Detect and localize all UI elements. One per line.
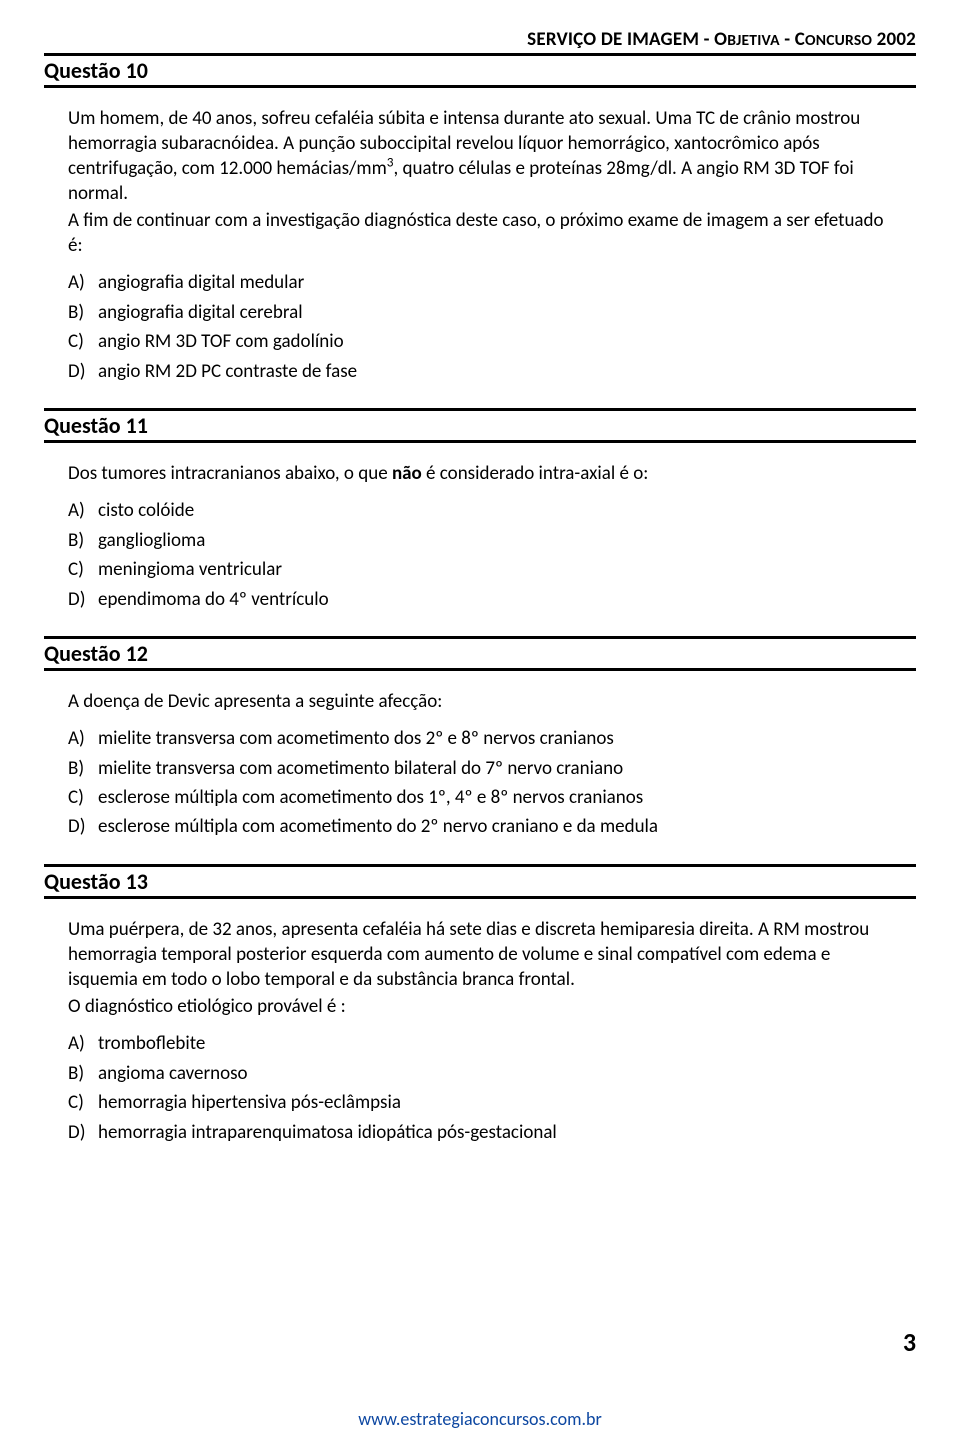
options-list: A)tromboflebite B)angioma cavernoso C)he… [68,1029,916,1147]
option-label: C) [68,555,98,584]
question-title: Questão 12 [44,640,148,667]
stem-text-1: Dos tumores intracranianos abaixo, o que [68,462,392,485]
option-c: C)angio RM 3D TOF com gadolínio [68,327,916,356]
option-text: mielite transversa com acometimento dos … [98,724,614,753]
option-d: D)hemorragia intraparenquimatosa idiopát… [68,1118,916,1147]
option-text: ependimoma do 4º ventrículo [98,585,329,614]
option-b: B)angiografia digital cerebral [68,298,916,327]
options-list: A)angiografia digital medular B)angiogra… [68,268,916,386]
stem-paragraph: Um homem, de 40 anos, sofreu cefaléia sú… [68,106,892,206]
question-stem: Um homem, de 40 anos, sofreu cefaléia sú… [68,106,892,258]
page-number: 3 [903,1326,916,1358]
option-label: C) [68,327,98,356]
option-b: B)ganglioglioma [68,526,916,555]
option-a: A)angiografia digital medular [68,268,916,297]
option-a: A)mielite transversa com acometimento do… [68,724,916,753]
option-text: hemorragia hipertensiva pós-eclâmpsia [98,1088,401,1117]
stem-bold: não [392,462,422,485]
option-text: esclerose múltipla com acometimento dos … [98,783,643,812]
header-service-line: SERVIÇO DE IMAGEM - OBJETIVA - CONCURSO … [44,28,916,51]
option-text: meningioma ventricular [98,555,282,584]
option-text: angio RM 3D TOF com gadolínio [98,327,344,356]
question-stem: A doença de Devic apresenta a seguinte a… [68,689,892,714]
option-text: mielite transversa com acometimento bila… [98,754,623,783]
option-label: B) [68,298,98,327]
option-c: C)meningioma ventricular [68,555,916,584]
option-c: C)hemorragia hipertensiva pós-eclâmpsia [68,1088,916,1117]
question-title: Questão 13 [44,868,148,895]
question-title-bar: Questão 11 [44,408,916,443]
option-label: A) [68,724,98,753]
option-text: ganglioglioma [98,526,205,555]
option-c: C)esclerose múltipla com acometimento do… [68,783,916,812]
page-header: SERVIÇO DE IMAGEM - OBJETIVA - CONCURSO … [44,28,916,88]
stem-prompt: O diagnóstico etiológico provável é : [68,994,892,1019]
stem-sup: 3 [387,154,394,171]
option-label: D) [68,812,98,841]
option-d: D)angio RM 2D PC contraste de fase [68,357,916,386]
question-title-bar: Questão 10 [44,53,916,88]
option-text: angiografia digital cerebral [98,298,303,327]
option-text: angiografia digital medular [98,268,304,297]
option-b: B)angioma cavernoso [68,1059,916,1088]
option-text: angio RM 2D PC contraste de fase [98,357,357,386]
page-container: SERVIÇO DE IMAGEM - OBJETIVA - CONCURSO … [0,0,960,1448]
option-text: angioma cavernoso [98,1059,248,1088]
question-title: Questão 10 [44,57,148,84]
question-title: Questão 11 [44,412,148,439]
option-label: A) [68,268,98,297]
option-label: B) [68,754,98,783]
footer-url: www.estrategiaconcursos.com.br [0,1408,960,1430]
option-label: B) [68,526,98,555]
question-stem: Uma puérpera, de 32 anos, apresenta cefa… [68,917,892,1019]
option-text: hemorragia intraparenquimatosa idiopátic… [98,1118,557,1147]
stem-text-2: é considerado intra-axial é o: [422,462,649,485]
option-text: tromboflebite [98,1029,205,1058]
options-list: A)cisto colóide B)ganglioglioma C)mening… [68,496,916,614]
option-label: D) [68,357,98,386]
stem-paragraph: Uma puérpera, de 32 anos, apresenta cefa… [68,917,892,992]
option-text: cisto colóide [98,496,194,525]
options-list: A)mielite transversa com acometimento do… [68,724,916,842]
option-label: C) [68,1088,98,1117]
option-label: D) [68,1118,98,1147]
question-title-bar: Questão 12 [44,636,916,671]
question-title-bar: Questão 13 [44,864,916,899]
option-a: A)tromboflebite [68,1029,916,1058]
option-label: B) [68,1059,98,1088]
option-label: D) [68,585,98,614]
option-text: esclerose múltipla com acometimento do 2… [98,812,658,841]
option-b: B)mielite transversa com acometimento bi… [68,754,916,783]
option-d: D)ependimoma do 4º ventrículo [68,585,916,614]
option-label: C) [68,783,98,812]
option-label: A) [68,496,98,525]
option-d: D)esclerose múltipla com acometimento do… [68,812,916,841]
option-label: A) [68,1029,98,1058]
stem-prompt: A fim de continuar com a investigação di… [68,208,892,258]
question-stem: Dos tumores intracranianos abaixo, o que… [68,461,892,486]
option-a: A)cisto colóide [68,496,916,525]
header-text: SERVIÇO DE IMAGEM - OBJETIVA - CONCURSO … [527,28,916,51]
